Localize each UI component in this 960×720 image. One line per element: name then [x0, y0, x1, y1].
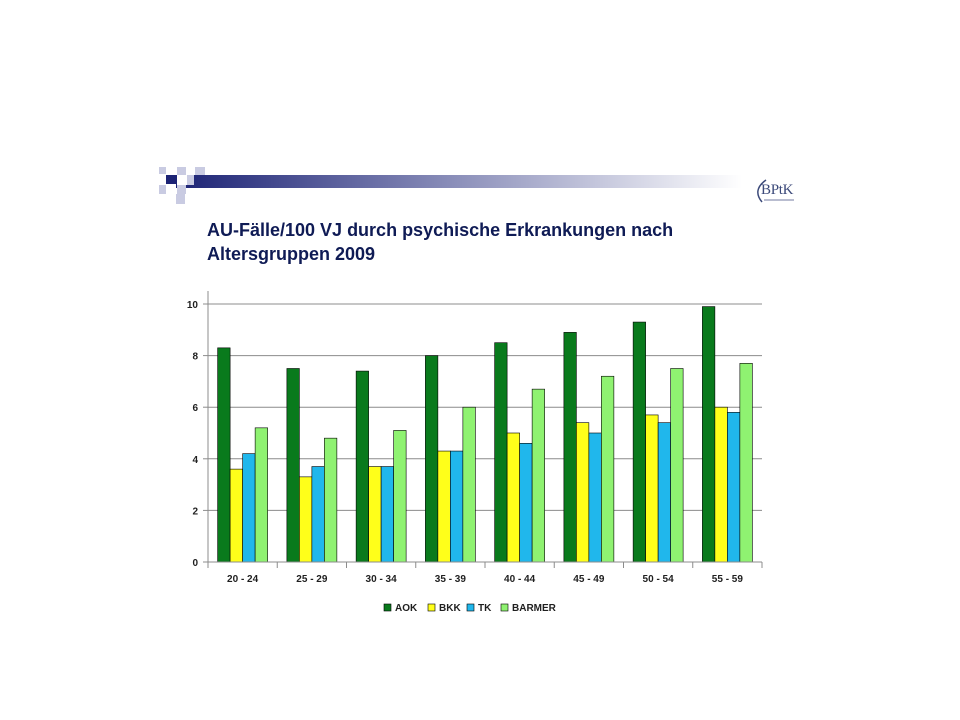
bar-bkk — [368, 466, 382, 563]
legend-label-barmer: BARMER — [512, 603, 557, 614]
bar-aok — [425, 355, 439, 563]
header-square — [159, 194, 166, 204]
x-tick-label: 35 - 39 — [435, 574, 467, 585]
header-square — [177, 167, 186, 175]
chart-title-line-1: AU-Fälle/100 VJ durch psychische Erkrank… — [207, 220, 674, 240]
header-square — [166, 185, 176, 194]
header-square — [177, 185, 186, 194]
bar-barmer — [601, 375, 615, 563]
bar-tk — [727, 412, 741, 563]
header-square — [159, 167, 166, 174]
header-square — [186, 167, 195, 175]
chart-title-line-2: Altersgruppen 2009 — [207, 244, 376, 264]
logo: BPtK — [761, 182, 794, 198]
bar-aok — [217, 347, 231, 563]
y-tick-label: 2 — [192, 506, 198, 517]
bar-barmer — [670, 368, 684, 563]
header-square — [159, 185, 166, 194]
x-tick-label: 45 - 49 — [573, 574, 605, 585]
bar-tk — [380, 466, 394, 563]
bar-barmer — [254, 427, 268, 563]
bar-bkk — [714, 406, 728, 563]
bar-barmer — [739, 363, 753, 563]
logo-arc-icon — [757, 179, 767, 203]
header-gradient-bar — [176, 175, 742, 188]
bar-barmer — [531, 388, 545, 563]
bar-tk — [242, 453, 256, 563]
header-square — [166, 167, 176, 175]
bar-aok — [563, 332, 577, 563]
bar-aok — [702, 306, 716, 563]
legend-swatch-tk — [466, 603, 475, 612]
bars-layer — [217, 306, 753, 563]
bar-tk — [311, 466, 325, 563]
bar-tk — [450, 450, 464, 563]
legend-swatch-barmer — [500, 603, 509, 612]
logo-underline — [764, 199, 794, 201]
bar-bkk — [299, 476, 313, 563]
bar-aok — [286, 368, 300, 563]
bar-aok — [632, 321, 646, 563]
header-square — [195, 167, 205, 175]
bar-barmer — [462, 406, 476, 563]
y-tick-label: 0 — [192, 558, 198, 569]
header-decoration — [159, 167, 767, 204]
bar-bkk — [437, 450, 451, 563]
axis-layer: 0 2 4 6 8 10 20 - 24 25 - 29 30 - 34 35 - 39 40 - … — [187, 291, 763, 585]
bar-bkk — [229, 468, 243, 563]
header-square — [187, 175, 194, 185]
chart-title: AU-Fälle/100 VJ durch psychische Erkrank… — [207, 218, 767, 266]
legend-label-tk: TK — [478, 603, 492, 614]
header-square — [166, 175, 176, 184]
x-tick-label: 55 - 59 — [712, 574, 744, 585]
legend-label-bkk: BKK — [439, 603, 461, 614]
bar-bkk — [645, 414, 659, 563]
bar-tk — [519, 443, 533, 563]
y-tick-label: 8 — [192, 352, 198, 363]
y-tick-label: 4 — [192, 455, 198, 466]
x-tick-label: 25 - 29 — [296, 574, 328, 585]
x-tick-label: 20 - 24 — [227, 574, 259, 585]
bar-barmer — [393, 430, 407, 563]
header-square — [176, 194, 185, 204]
bar-aok — [355, 370, 369, 563]
bar-tk — [657, 422, 671, 563]
x-tick-label: 30 - 34 — [366, 574, 398, 585]
bar-barmer — [324, 437, 338, 563]
bar-bkk — [576, 422, 590, 563]
legend-swatch-aok — [383, 603, 392, 612]
x-tick-label: 40 - 44 — [504, 574, 536, 585]
y-tick-label: 10 — [187, 300, 199, 311]
bar-aok — [494, 342, 508, 563]
x-tick-label: 50 - 54 — [643, 574, 675, 585]
legend-label-aok: AOK — [395, 603, 418, 614]
bar-tk — [588, 432, 602, 563]
header-square — [159, 175, 166, 184]
bar-bkk — [506, 432, 520, 563]
header-square — [177, 175, 187, 185]
legend-swatch-bkk — [427, 603, 436, 612]
y-tick-label: 6 — [192, 403, 198, 414]
legend: AOK BKK TK BARMER — [383, 603, 557, 614]
